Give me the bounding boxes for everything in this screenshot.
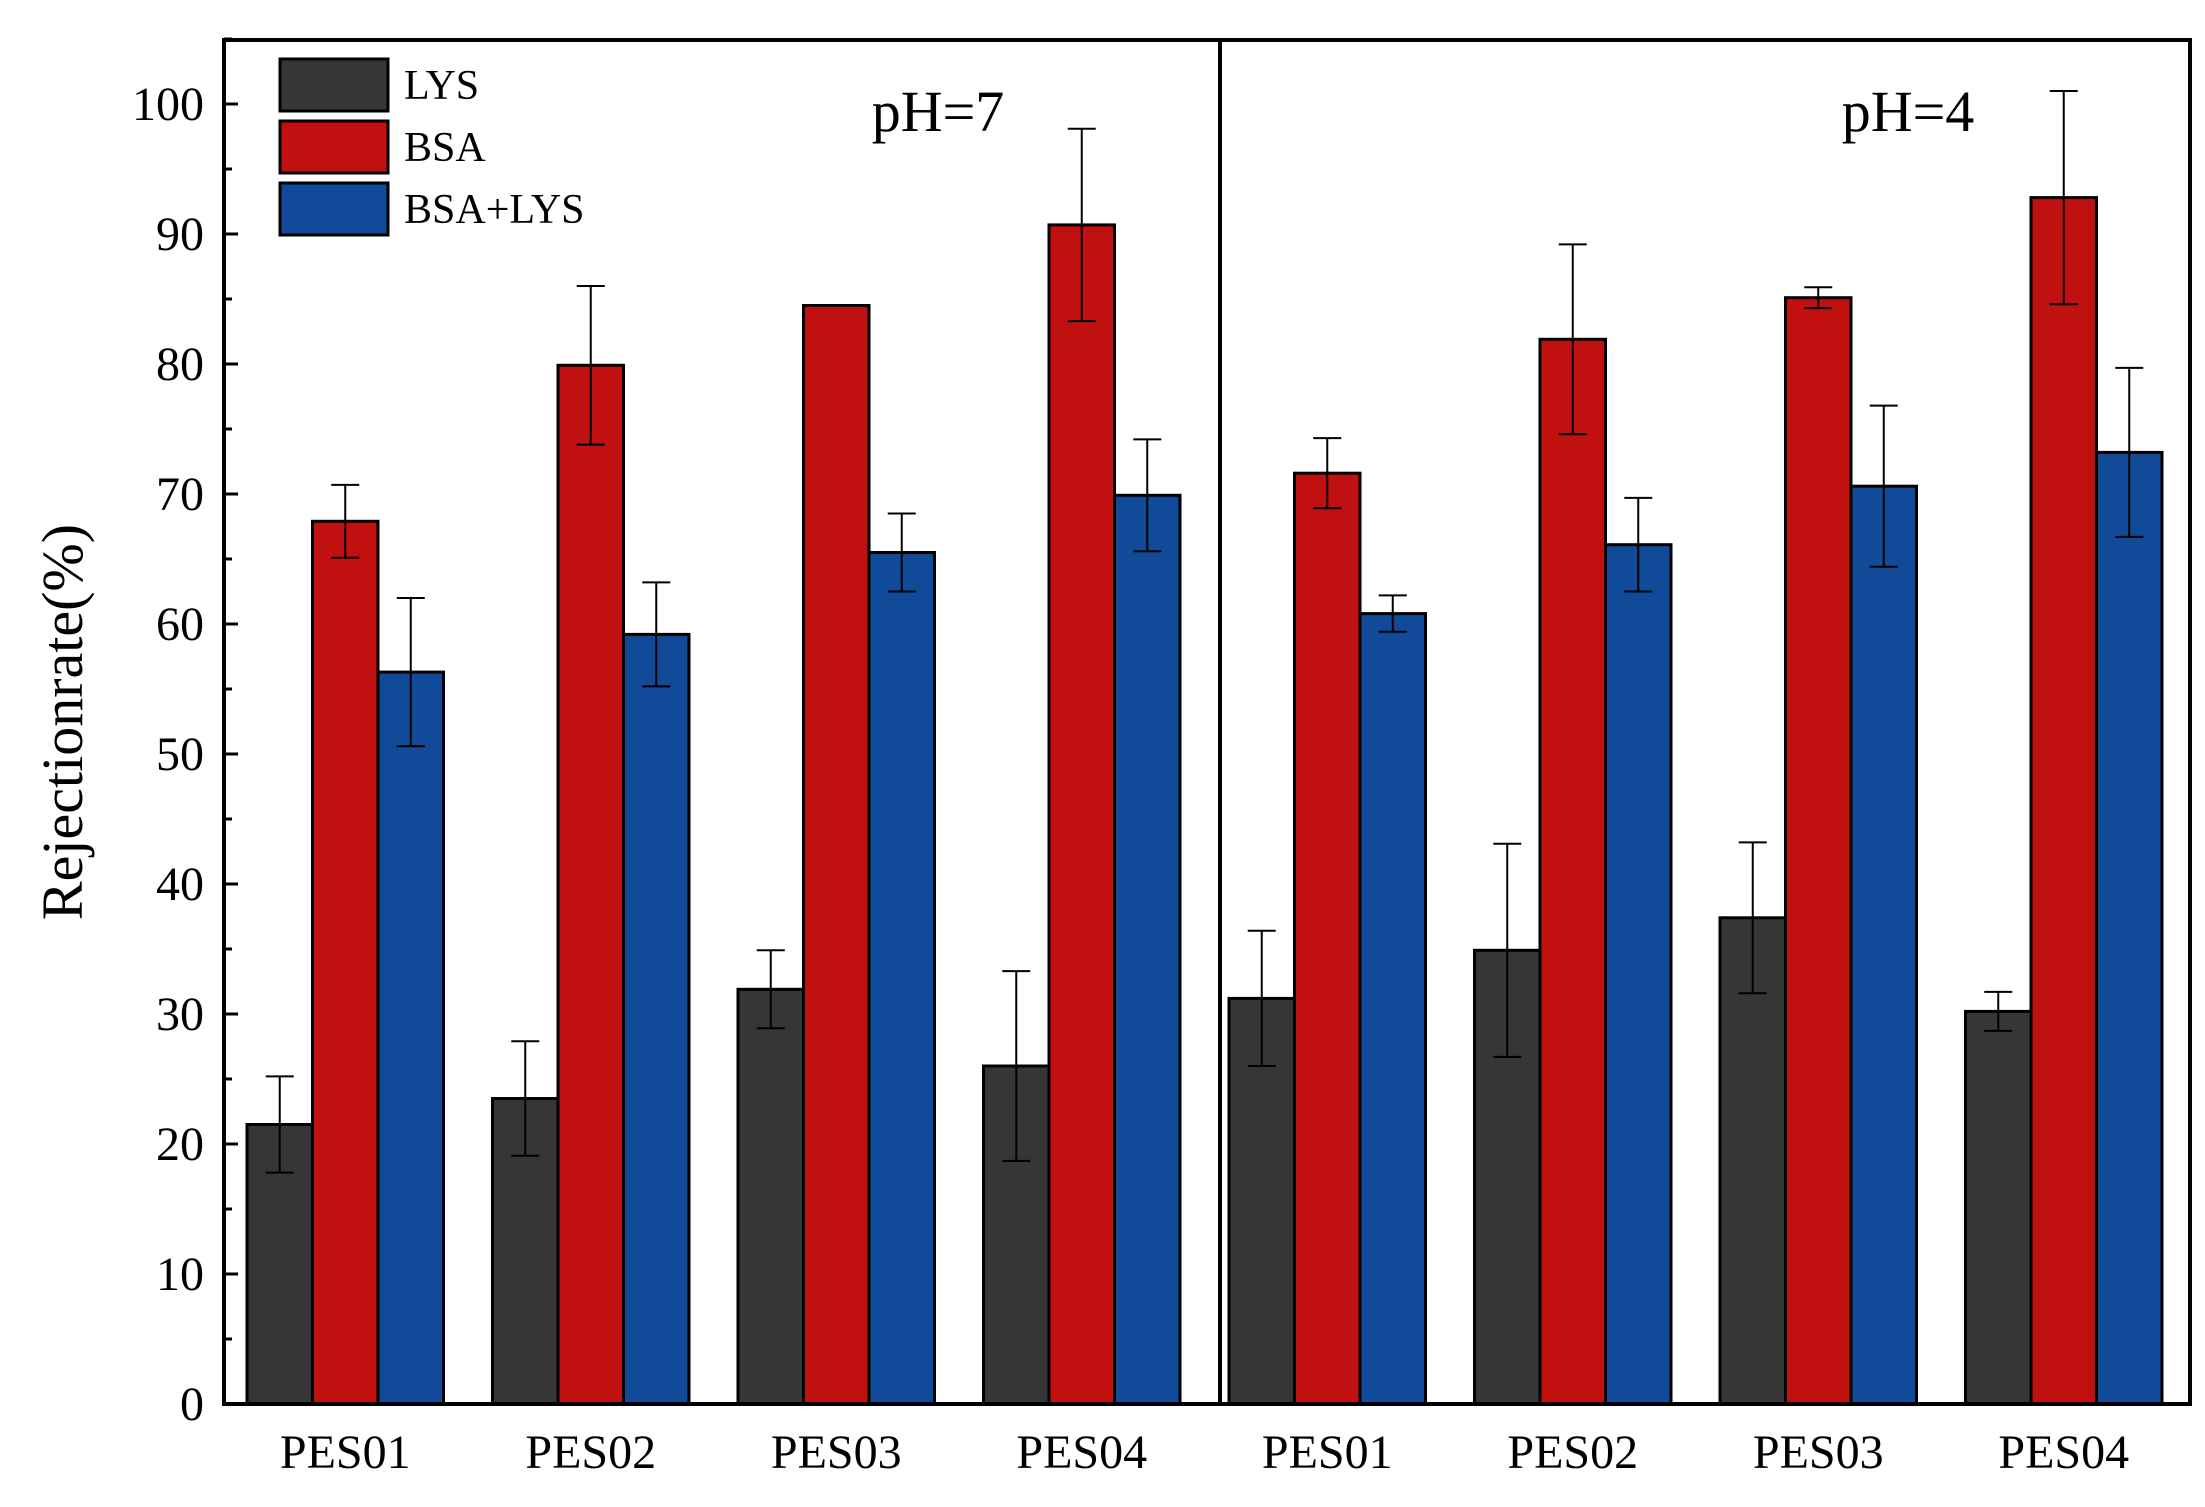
x-tick-label-8: PES04 bbox=[1998, 1426, 2129, 1479]
bars-layer bbox=[245, 90, 2164, 1406]
panel-label-ph4: pH=4 bbox=[1842, 79, 1975, 144]
legend-swatch-bsa-lys bbox=[278, 181, 390, 237]
bar-bsa-7 bbox=[1784, 296, 1853, 1406]
y-tick-label-70: 70 bbox=[156, 468, 204, 521]
bar-bsa-2 bbox=[556, 363, 625, 1406]
axes-layer: 0 10 20 30 40 50 60 70 80 90 100 PES01 PES02 PES03 PES… bbox=[132, 37, 2192, 1479]
bar-bsa-lys-5 bbox=[1358, 612, 1427, 1406]
x-tick-label-1: PES01 bbox=[280, 1426, 411, 1479]
panel-label-ph7: pH=7 bbox=[872, 79, 1005, 144]
legend-label-bsa-lys: BSA+LYS bbox=[404, 187, 585, 233]
legend-label-bsa: BSA bbox=[404, 125, 486, 171]
bar-lys-8 bbox=[1964, 1009, 2033, 1406]
bar-bsa-lys-3 bbox=[867, 551, 936, 1406]
legend-label-lys: LYS bbox=[404, 63, 479, 109]
bar-bsa-3 bbox=[802, 304, 871, 1406]
x-tick-label-6: PES02 bbox=[1507, 1426, 1638, 1479]
bar-bsa-lys-7 bbox=[1849, 484, 1918, 1406]
y-tick-label-20: 20 bbox=[156, 1118, 204, 1171]
y-tick-label-0: 0 bbox=[180, 1378, 204, 1431]
bar-bsa-8 bbox=[2029, 196, 2098, 1406]
bar-bsa-1 bbox=[311, 519, 380, 1406]
y-axis-title: Rejectionrate(%) bbox=[30, 524, 95, 920]
legend-swatch-bsa bbox=[278, 119, 390, 175]
y-tick-label-30: 30 bbox=[156, 988, 204, 1041]
y-tick-label-100: 100 bbox=[132, 78, 204, 131]
x-tick-label-7: PES03 bbox=[1753, 1426, 1884, 1479]
y-tick-label-50: 50 bbox=[156, 728, 204, 781]
bar-bsa-lys-2 bbox=[622, 632, 691, 1406]
x-tick-label-2: PES02 bbox=[525, 1426, 656, 1479]
bar-lys-3 bbox=[736, 987, 805, 1406]
y-tick-label-10: 10 bbox=[156, 1248, 204, 1301]
y-tick-label-90: 90 bbox=[156, 208, 204, 261]
bar-bsa-4 bbox=[1047, 223, 1116, 1406]
y-tick-label-60: 60 bbox=[156, 598, 204, 651]
plot-frame bbox=[222, 38, 2192, 1406]
bar-bsa-lys-8 bbox=[2095, 450, 2164, 1406]
bar-bsa-lys-6 bbox=[1604, 543, 1673, 1406]
bar-bsa-lys-1 bbox=[376, 670, 445, 1406]
bar-bsa-5 bbox=[1293, 471, 1362, 1406]
y-tick-label-80: 80 bbox=[156, 338, 204, 391]
legend-swatch-lys bbox=[278, 57, 390, 113]
bar-bsa-lys-4 bbox=[1113, 493, 1182, 1406]
y-tick-label-40: 40 bbox=[156, 858, 204, 911]
bar-bsa-6 bbox=[1538, 337, 1607, 1406]
x-tick-label-4: PES04 bbox=[1016, 1426, 1147, 1479]
legend: LYS BSA BSA+LYS bbox=[278, 57, 585, 237]
x-tick-label-5: PES01 bbox=[1262, 1426, 1393, 1479]
x-tick-label-3: PES03 bbox=[771, 1426, 902, 1479]
